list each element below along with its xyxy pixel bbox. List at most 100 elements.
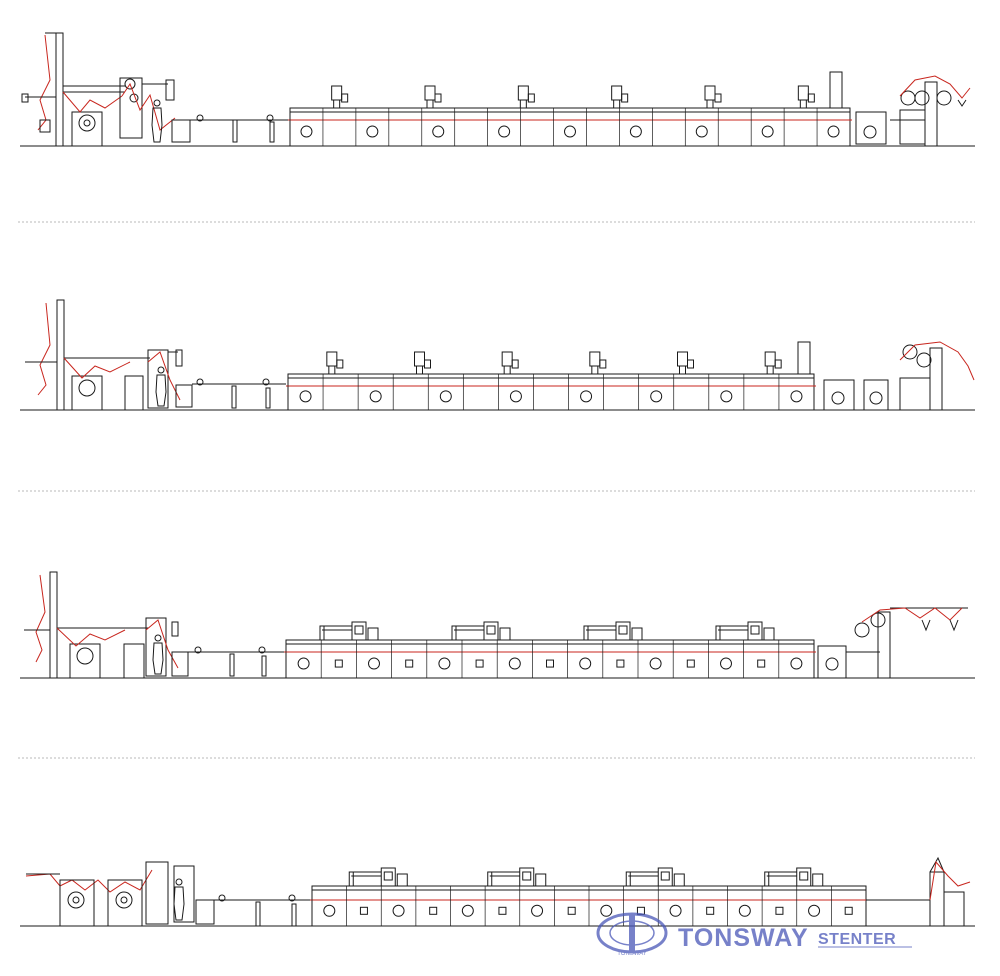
burner-unit [764,351,782,375]
burner-unit [451,621,511,641]
inspection-door [359,906,368,915]
padder-unit [147,349,183,409]
dryer-panel [415,886,438,926]
straightener-section [171,646,284,677]
burner-unit [797,85,815,109]
stenter-line-1 [20,32,975,147]
dryer-panel [708,374,733,410]
dryer-panel [553,108,576,146]
fan-circle [432,125,445,138]
fan-circle [438,657,451,670]
straightener-section [171,114,288,143]
straightener-section [195,894,310,927]
stenter-line-2 [20,299,975,411]
fan-circle [369,390,382,403]
inspection-door [757,659,766,668]
operator-figure [173,878,185,921]
burner-unit [424,85,442,109]
dryer-panel [750,108,774,146]
dryer-panel [637,640,662,678]
dryer-panel [287,374,312,410]
operator-figure [151,99,163,143]
fan-circle [649,657,662,670]
fabric-feeding-unit [25,299,150,411]
dryer-panel [289,108,313,146]
exit-unit [829,71,971,147]
burner-unit [589,351,607,375]
dryer-panel [638,374,663,410]
dryer-panel [461,640,484,678]
brand-name: TONSWAY [678,924,809,952]
dryer-panel [391,640,414,678]
fan-circle [738,904,751,917]
dryer-panel [285,640,310,678]
dryer-panel [588,886,613,926]
dryer-panel [496,640,521,678]
dryer-chamber-body [284,639,816,679]
burner-unit [677,351,694,375]
dryer-panel [357,374,382,410]
inspection-door [616,659,625,668]
fan-circle [695,125,708,138]
burner-unit [704,85,722,109]
fan-circle [720,657,732,670]
dryer-panel [311,886,336,926]
dryer-panel [427,374,452,410]
dryer-chamber-body [288,107,852,147]
dryer-panel [672,640,695,678]
fan-circle [669,904,682,917]
dryer-panel [450,886,474,926]
fan-circle [808,904,821,917]
fan-circle [323,904,336,917]
dryer-panels [289,108,840,146]
fan-circle [580,390,593,403]
burner-unit [414,351,431,375]
dryer-panel [567,640,592,678]
fan-circle [761,125,774,138]
burner-unit [331,85,349,109]
operator-figure [155,366,167,407]
inspection-door [546,659,554,668]
dryer-panel [554,886,576,926]
burner-unit [319,621,379,641]
dryer-panel [692,886,715,926]
dryer-chamber-body [286,373,816,411]
inspection-door [334,659,343,668]
fan-circle [790,390,803,403]
fan-circle [508,657,521,670]
burner-unit [326,351,344,375]
padder-unit [145,617,179,677]
fan-circle [366,125,379,138]
fan-circle [579,657,592,670]
burner-unit [501,351,519,375]
inspection-door [405,659,414,668]
inspection-door [844,906,853,915]
dryer-panel [684,108,708,146]
fan-circle [368,657,380,670]
burner-units [348,867,824,887]
dryer-panel [568,374,593,410]
fan-circle [600,904,613,917]
fan-circle [509,390,522,403]
burner-unit [583,621,643,641]
dryer-panel [708,640,732,678]
burner-unit [487,867,547,887]
tonsway-emblem-logo: TONSWAY [596,912,668,957]
fabric-feeding-unit [21,32,125,147]
brand-watermark: TONSWAY TONSWAY STENTER [596,912,912,957]
straightener-section [175,378,286,409]
double-padder-feeding-unit [25,861,195,927]
dryer-panel [727,886,751,926]
dryer-panel [778,640,803,678]
padder-unit [119,77,176,139]
emblem-text: TONSWAY [617,951,647,957]
brand-product: STENTER [818,931,896,948]
dryer-panel [421,108,445,146]
dryer-panel [320,640,343,678]
dryer-panel [355,108,379,146]
inspection-door [686,659,695,668]
dryer-panel [346,886,368,926]
fan-circle [300,125,313,138]
dryer-panel [816,108,840,146]
dryer-panels [311,886,853,926]
